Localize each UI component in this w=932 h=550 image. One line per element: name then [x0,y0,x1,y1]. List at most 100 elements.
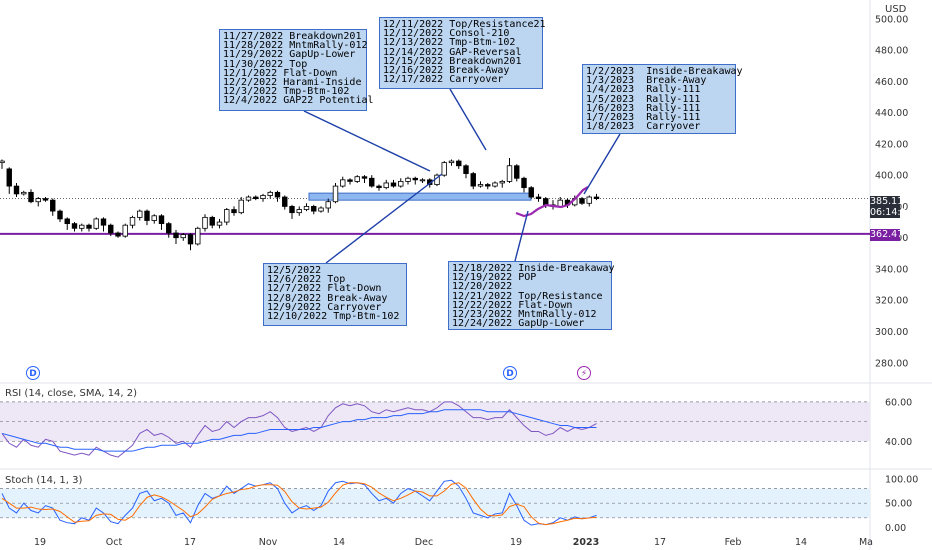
annotation-box[interactable]: 12/5/2022 12/6/2022 Top 12/7/2022 Flat-Dow… [263,263,407,326]
candle [303,206,310,210]
candle [514,165,520,179]
candle [412,177,418,181]
annotation-line: 11/30/2022 Top [223,58,308,70]
annotation-box[interactable]: 11/27/2022 Breakdown201 11/28/2022 MntmRa… [219,29,374,111]
annotation-line: 12/6/2022 Top [267,274,346,286]
annotation-line: 12/22/2022 Flat-Down [452,299,573,311]
dividend-event-icon[interactable]: D [26,366,40,380]
price-currency: USD [885,4,907,15]
candle [470,173,476,187]
candle [405,177,411,182]
annotation-line: 1/2/2023 Inside-Breakaway [586,66,743,77]
candle [6,168,12,187]
candle [361,176,368,179]
annotation-line: 12/3/2022 Tmp-Btm-102 [223,86,350,98]
annotation-line: 1/3/2023 Break-Away [586,75,707,87]
annotation-box[interactable]: 12/11/2022 Top/Resistance21 12/12/2022 Co… [379,17,546,89]
candle [64,218,70,225]
annotation-line: 12/20/2022 [452,281,513,293]
annotation-line: 1/6/2023 Rally-111 [586,102,701,114]
candles-group [0,157,600,251]
candle [21,191,27,195]
split-event-icon[interactable]: ⚡ [577,366,591,380]
candle [216,221,223,226]
annotation-line: 12/4/2022 GAP22 Potential [223,95,374,107]
candle [42,198,49,201]
candle [50,199,56,212]
price-axis-tick: 340.00 [875,264,908,275]
callout-connector [325,173,443,264]
time-axis-tick: 19 [510,537,522,548]
callout-connector [514,210,529,262]
annotation-line: 12/7/2022 Flat-Down [267,283,382,295]
price-axis-tick: 300.00 [875,327,908,338]
candle [376,185,382,189]
annotation-line: 12/14/2022 GAP-Reversal [383,46,522,58]
candle [187,234,194,245]
candle [173,232,179,239]
candle [71,223,78,229]
candle [129,216,136,226]
candle [231,209,237,214]
candle [369,177,375,187]
price-axis-tick: 280.00 [875,358,908,369]
annotation-line: 1/4/2023 Rally-111 [586,84,701,96]
candle [535,196,542,200]
candle [115,232,121,237]
stoch-axis-tick: 100.00 [885,474,918,485]
time-axis-tick: Oct [106,537,123,548]
annotation-line: 12/21/2022 Top/Resistance [452,290,603,302]
time-axis-tick: 14 [795,537,807,548]
annotation-line: 12/23/2022 MntmRally-012 [452,308,597,320]
candle [57,210,63,220]
range-zone [308,192,532,201]
annotation-box[interactable]: 12/18/2022 Inside-Breakaway 12/19/2022 PO… [448,261,615,330]
time-axis-tick: Nov [259,537,278,548]
candle [586,196,592,204]
annotation-line: 12/5/2022 [267,265,322,276]
callout-connector [583,133,621,195]
candle [441,162,447,176]
candle [166,223,172,234]
candle [245,196,252,201]
stoch-axis-tick: 50.00 [885,499,912,510]
dividend-event-icon[interactable]: D [503,366,517,380]
candle [151,215,157,221]
candle [238,199,244,214]
price-axis-tick: 400.00 [875,171,908,182]
candle [209,216,215,226]
rsi-axis-tick: 40.00 [885,437,912,448]
stoch-title[interactable]: Stoch (14, 1, 3) [5,475,83,486]
candle [354,176,360,182]
time-axis-tick: 17 [654,537,666,548]
projection-path [515,186,589,218]
time-axis-tick: Dec [415,537,433,548]
candle [13,185,20,195]
candle [477,184,484,187]
annotation-box[interactable]: 1/2/2023 Inside-Breakaway 1/3/2023 Break-… [582,64,743,134]
candle [260,195,266,200]
candle [311,206,317,212]
rsi-title[interactable]: RSI (14, close, SMA, 14, 2) [5,388,138,399]
candle [274,191,281,198]
annotation-line: 12/24/2022 GapUp-Lower [452,318,585,330]
stoch-d-line [1,482,597,526]
candle [79,224,85,229]
candle [224,209,230,223]
price-axis-tick: 440.00 [875,108,908,119]
candle [499,180,505,184]
support-price-label: 362.47 [870,229,903,241]
annotation-line: 12/17/2022 Carryover [383,74,504,86]
annotation-line: 12/12/2022 Consol-210 [383,28,510,40]
candle [86,224,92,229]
candle [347,179,353,182]
candle [144,210,150,221]
candle [528,187,534,198]
annotation-line: 1/5/2023 Rally-111 [586,93,701,105]
last-price-value: 385.11 [870,196,904,207]
bar-countdown: 06:14:47 [870,207,913,218]
candle [202,216,208,229]
candle [492,182,498,187]
candle [289,206,295,214]
price-axis-tick: 420.00 [875,139,908,150]
